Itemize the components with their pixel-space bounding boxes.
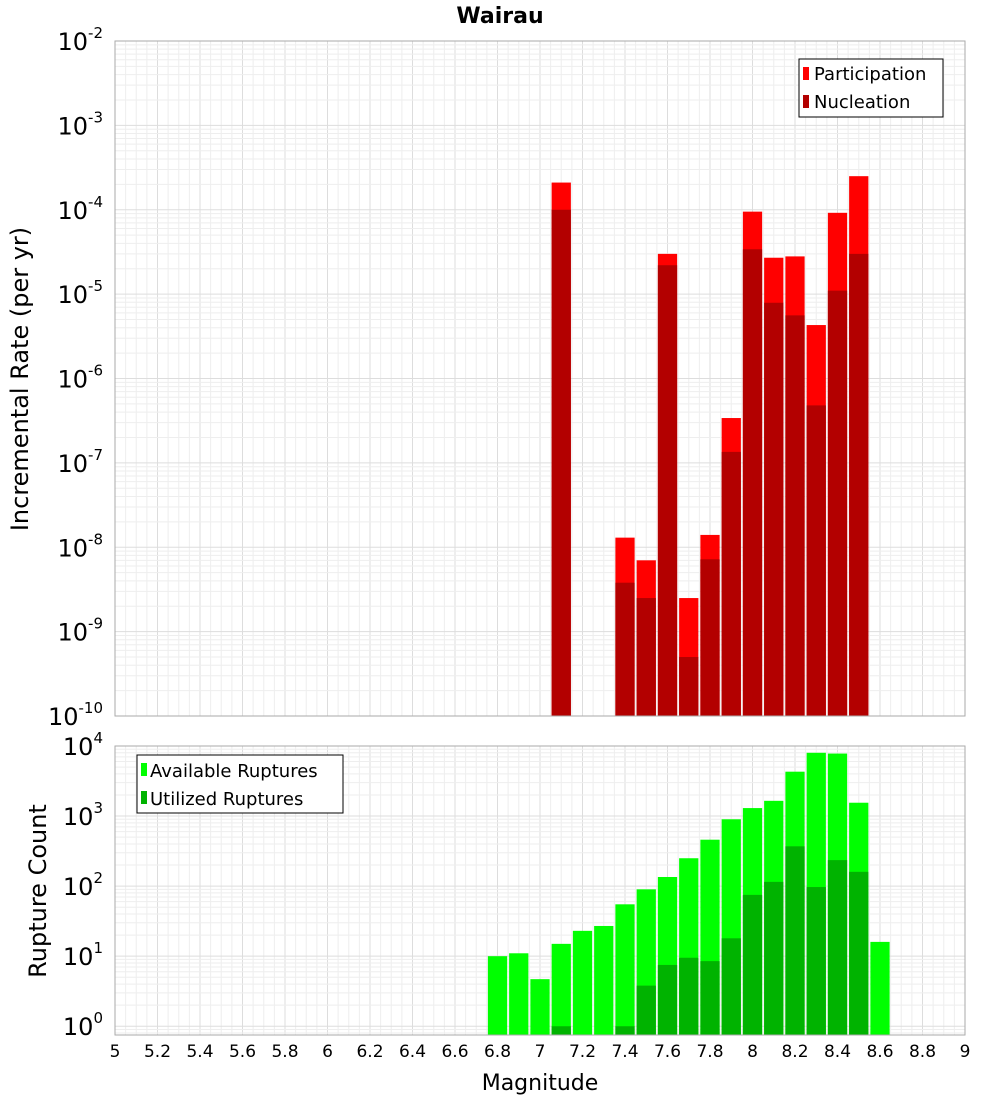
top-plot-frame — [114, 40, 966, 717]
x-tick-label: 6.6 — [441, 1042, 468, 1062]
bar-nucleation-7-4 — [615, 582, 635, 716]
bar-available-ruptures-7-2 — [572, 930, 593, 1035]
bar-utilized-ruptures-8-3 — [806, 887, 826, 1035]
x-tick-label: 7.8 — [696, 1042, 723, 1062]
x-axis-ticks: 5 5.2 5.4 5.6 5.8 6 6.2 6.4 6.6 6.8 7 7.2 7.4 7.6 7.8 8… — [110, 1042, 971, 1062]
chart-title: Wairau — [456, 4, 543, 29]
x-tick-label: 8 — [747, 1042, 758, 1062]
bottom-y-tick-label: 103 — [63, 799, 103, 831]
top-y-axis-ticks: 10-10 10-9 10-8 10-7 10-6 10-5 10-4 10-3 10-2 — [48, 24, 103, 731]
bar-nucleation-7-7 — [679, 657, 699, 716]
bar-utilized-ruptures-7-9 — [721, 938, 741, 1035]
top-y-tick-label: 10-5 — [57, 277, 103, 309]
x-tick-label: 8.6 — [866, 1042, 893, 1062]
legend-label-available-ruptures: Available Ruptures — [150, 761, 318, 782]
bottom-y-axis-ticks: 100 101 102 103 104 — [63, 729, 103, 1041]
bottom-y-axis-label: Rupture Count — [24, 804, 52, 978]
bar-available-ruptures-7-4 — [615, 904, 635, 1035]
bar-nucleation-7-1 — [551, 209, 571, 716]
bar-utilized-ruptures-7-4 — [615, 1026, 635, 1035]
x-tick-label: 7.2 — [569, 1042, 596, 1062]
bar-available-ruptures-6-9 — [509, 953, 529, 1035]
top-y-axis-label: Incremental Rate (per yr) — [6, 227, 34, 531]
legend-swatch-utilized-ruptures — [141, 791, 147, 804]
x-tick-label: 5 — [110, 1042, 121, 1062]
top-y-tick-label: 10-7 — [57, 446, 103, 478]
legend-swatch-nucleation — [803, 95, 809, 108]
x-tick-label: 8.8 — [909, 1042, 936, 1062]
bar-utilized-ruptures-8-4 — [827, 860, 848, 1035]
bar-utilized-ruptures-7-6 — [657, 964, 678, 1035]
top-y-tick-label: 10-2 — [57, 24, 103, 56]
legend-label-participation: Participation — [814, 64, 926, 85]
x-tick-label: 7.6 — [654, 1042, 681, 1062]
bottom-legend-box — [136, 754, 344, 814]
bar-nucleation-8 — [742, 249, 763, 716]
top-legend: Participation Nucleation — [798, 58, 944, 118]
bar-utilized-ruptures-8-2 — [785, 846, 805, 1035]
bar-nucleation-7-5 — [636, 598, 656, 716]
top-y-tick-label: 10-9 — [57, 615, 103, 647]
bar-utilized-ruptures-7-1 — [551, 1026, 571, 1035]
legend-swatch-participation — [803, 67, 809, 80]
bar-utilized-ruptures-8 — [742, 894, 763, 1035]
bar-available-ruptures-7-3 — [594, 925, 614, 1035]
bar-utilized-ruptures-8-1 — [764, 881, 784, 1035]
top-y-tick-label: 10-6 — [57, 362, 103, 394]
bar-nucleation-8-2 — [785, 315, 805, 716]
bar-utilized-ruptures-8-5 — [849, 871, 869, 1035]
top-y-tick-label: 10-10 — [48, 699, 103, 731]
bar-utilized-ruptures-7-8 — [700, 961, 720, 1035]
top-plot-bars — [551, 176, 869, 716]
bar-nucleation-7-8 — [700, 559, 720, 716]
top-y-tick-label: 10-4 — [57, 193, 103, 225]
x-axis-label: Magnitude — [482, 1071, 599, 1096]
x-tick-label: 5.6 — [229, 1042, 256, 1062]
x-tick-label: 5.8 — [271, 1042, 298, 1062]
bottom-y-tick-label: 100 — [63, 1009, 103, 1041]
x-tick-label: 6 — [322, 1042, 333, 1062]
bar-nucleation-8-3 — [806, 405, 826, 716]
bottom-y-tick-label: 102 — [63, 869, 103, 901]
top-legend-box — [798, 58, 944, 118]
x-tick-label: 9 — [960, 1042, 971, 1062]
bar-nucleation-8-4 — [827, 290, 848, 716]
bottom-plot-bars — [487, 752, 890, 1035]
bar-nucleation-8-1 — [764, 302, 784, 716]
x-tick-label: 6.8 — [484, 1042, 511, 1062]
bar-available-ruptures-7 — [530, 979, 550, 1035]
bar-utilized-ruptures-7-5 — [636, 985, 656, 1035]
x-tick-label: 8.4 — [824, 1042, 851, 1062]
bar-nucleation-7-9 — [721, 451, 741, 716]
top-plot-grid — [114, 40, 966, 717]
bar-nucleation-7-6 — [657, 265, 678, 716]
legend-label-nucleation: Nucleation — [814, 92, 910, 113]
bar-utilized-ruptures-7-7 — [679, 957, 699, 1035]
bottom-y-tick-label: 104 — [63, 729, 103, 761]
bar-available-ruptures-7-1 — [551, 943, 571, 1035]
top-y-tick-label: 10-8 — [57, 530, 103, 562]
x-tick-label: 8.2 — [781, 1042, 808, 1062]
top-y-tick-label: 10-3 — [57, 108, 103, 140]
bottom-y-tick-label: 101 — [63, 939, 103, 971]
bottom-legend: Available Ruptures Utilized Ruptures — [136, 754, 344, 814]
x-tick-label: 5.2 — [144, 1042, 171, 1062]
bar-available-ruptures-8-6 — [870, 941, 890, 1035]
bar-available-ruptures-6-8 — [487, 956, 508, 1035]
legend-swatch-available-ruptures — [141, 763, 147, 776]
x-tick-label: 7.4 — [611, 1042, 638, 1062]
x-tick-label: 7 — [535, 1042, 546, 1062]
x-tick-label: 6.2 — [356, 1042, 383, 1062]
legend-label-utilized-ruptures: Utilized Ruptures — [150, 789, 303, 810]
x-tick-label: 6.4 — [399, 1042, 426, 1062]
bottom-plot-frame — [114, 745, 966, 1036]
bar-nucleation-8-5 — [849, 253, 869, 716]
x-tick-label: 5.4 — [186, 1042, 213, 1062]
